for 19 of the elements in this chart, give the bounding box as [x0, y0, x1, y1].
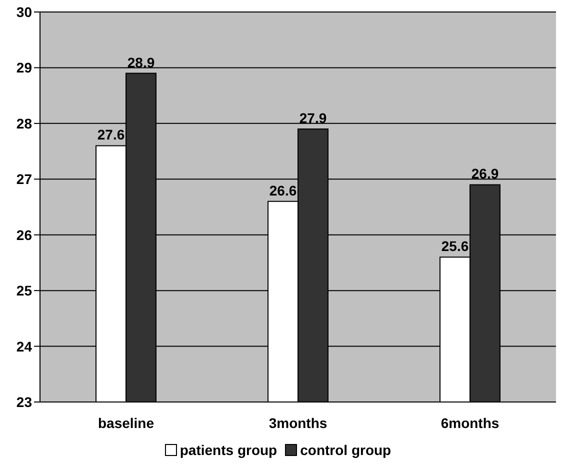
data-label: 25.6 [441, 238, 469, 254]
data-label: 26.9 [471, 166, 499, 182]
data-label: 27.6 [97, 126, 125, 143]
y-tick-label: 23 [16, 394, 32, 410]
x-tick-label: baseline [98, 414, 154, 431]
y-tick-label: 28 [16, 115, 32, 132]
legend-label: patients group [180, 442, 278, 458]
y-tick-label: 24 [16, 338, 32, 354]
x-tick-label: 3months [268, 414, 328, 431]
y-tick-label: 26 [16, 226, 32, 243]
y-tick-label: 27 [16, 171, 32, 188]
data-label: 28.9 [127, 54, 155, 70]
data-label: 27.9 [299, 110, 327, 126]
y-tick-label: 30 [16, 4, 32, 20]
data-label: 26.6 [269, 182, 297, 198]
y-tick-label: 29 [16, 60, 32, 76]
legend-label: control group [300, 442, 392, 458]
y-tick-label: 25 [16, 282, 32, 299]
x-tick-label: 6months [440, 414, 500, 431]
